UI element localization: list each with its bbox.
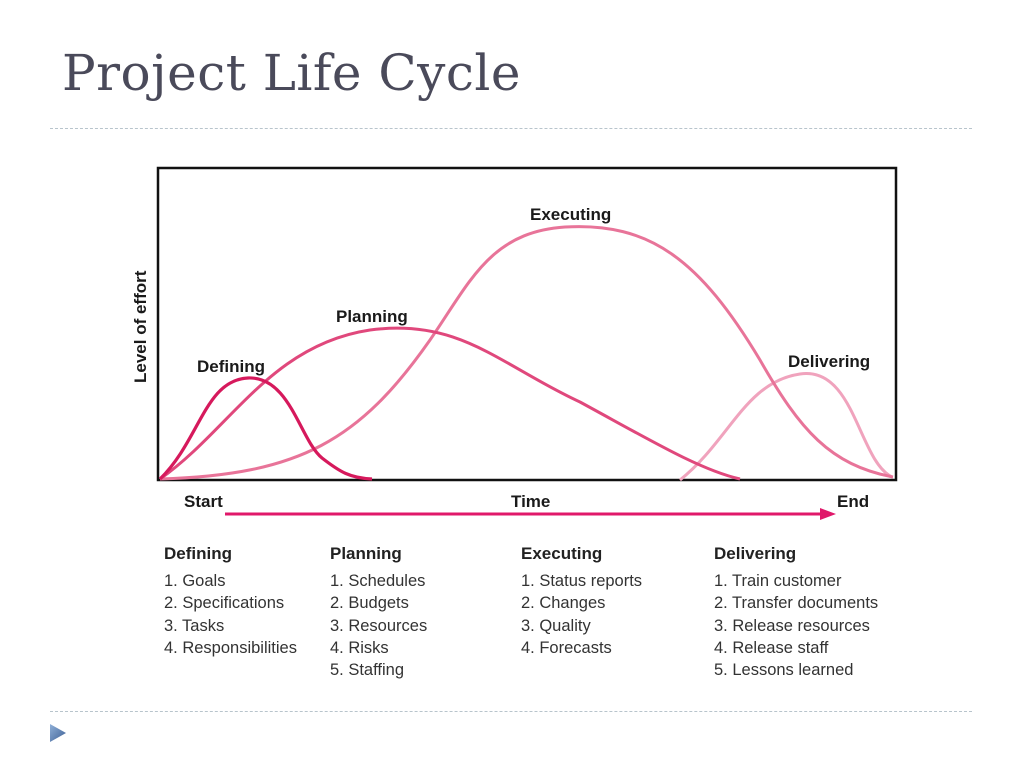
phase-item: 2. Transfer documents — [714, 594, 879, 613]
phase-item: 1. Schedules — [330, 572, 426, 590]
x-end-label: End — [837, 492, 869, 511]
phase-item: 4. Risks — [330, 638, 389, 657]
y-axis-label: Level of effort — [131, 270, 150, 383]
page-title: Project Life Cycle — [62, 44, 521, 102]
phase-column-defining: Defining 1. Goals 2. Specifications 3. T… — [164, 544, 297, 659]
phase-item: 4. Responsibilities — [164, 638, 297, 657]
phase-item: 5. Staffing — [330, 661, 405, 680]
x-axis-label: Time — [511, 492, 550, 511]
planning-curve — [159, 326, 741, 481]
phase-column-planning: Planning 1. Schedules 2. Budgets 3. Reso… — [330, 544, 427, 681]
label-defining: Defining — [197, 357, 265, 376]
delivering-curve — [679, 372, 893, 482]
phase-heading: Executing — [521, 544, 603, 563]
plot-frame — [156, 166, 898, 482]
phase-item: 3. Release resources — [714, 616, 870, 635]
phase-item: 3. Quality — [521, 616, 591, 635]
phase-column-executing: Executing 1. Status reports 2. Changes 3… — [521, 544, 642, 659]
phase-heading: Delivering — [714, 544, 797, 563]
phase-item: 4. Release staff — [714, 638, 829, 657]
phase-item: 2. Changes — [521, 594, 606, 613]
phase-heading: Defining — [164, 544, 232, 563]
phase-heading: Planning — [330, 544, 402, 563]
triangle-right-icon[interactable] — [49, 723, 67, 743]
label-delivering: Delivering — [788, 352, 870, 371]
time-arrow-head-icon — [820, 508, 836, 520]
phase-item: 1. Status reports — [521, 572, 643, 590]
label-executing: Executing — [530, 205, 611, 224]
phase-column-delivering: Delivering 1. Train customer 2. Transfer… — [714, 544, 878, 681]
phase-item: 5. Lessons learned — [714, 661, 854, 680]
bottom-divider — [50, 711, 972, 712]
phase-item: 1. Goals — [164, 572, 226, 590]
phase-item: 3. Resources — [330, 616, 428, 635]
phase-item: 4. Forecasts — [521, 638, 612, 657]
executing-curve — [159, 225, 894, 481]
phase-item: 3. Tasks — [164, 616, 225, 635]
phase-item: 2. Specifications — [164, 594, 285, 613]
defining-curve — [158, 376, 373, 481]
label-planning: Planning — [336, 307, 408, 326]
x-start-label: Start — [184, 492, 223, 511]
phase-item: 2. Budgets — [330, 594, 409, 613]
top-divider — [50, 128, 972, 129]
phase-item: 1. Train customer — [714, 572, 842, 590]
